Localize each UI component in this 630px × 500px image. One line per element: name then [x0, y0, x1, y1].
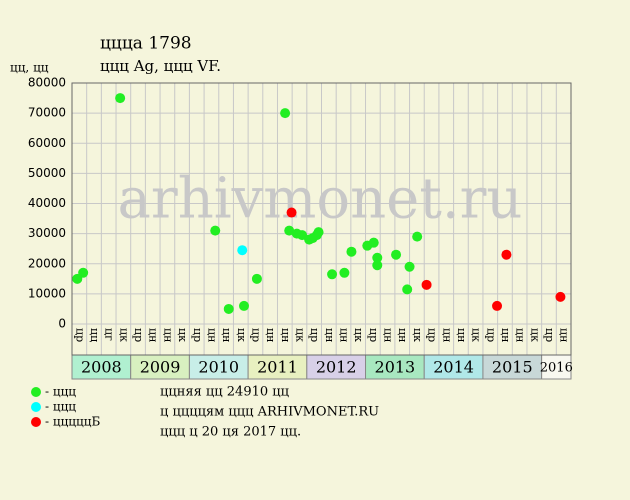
- quarter-label: цн: [499, 328, 512, 342]
- quarter-label: цн: [147, 328, 160, 342]
- point: [391, 249, 402, 260]
- y-tick-label: 20000: [28, 256, 66, 270]
- y-tick-label: 50000: [28, 166, 66, 180]
- quarter-label: цн: [279, 328, 292, 342]
- y-tick-label: 70000: [28, 106, 66, 120]
- point: [327, 269, 338, 280]
- quarter-label: цр: [367, 328, 380, 342]
- legend-label: - ццц: [45, 385, 76, 399]
- quarter-label: цн: [396, 328, 409, 342]
- quarter-label: цн: [264, 328, 277, 342]
- year-label: 2014: [433, 358, 474, 377]
- y-axis-label: цц, цц: [10, 61, 49, 75]
- y-tick-label: 30000: [28, 226, 66, 240]
- legend-label: - ццц: [45, 400, 76, 414]
- quarter-label: цн: [205, 328, 218, 342]
- point: [239, 300, 250, 311]
- watermark: arhivmonet.ru: [118, 167, 523, 232]
- point: [372, 252, 383, 263]
- year-label: 2012: [316, 358, 357, 377]
- quarter-label: цн: [161, 328, 174, 342]
- quarter-label: цн: [455, 328, 468, 342]
- quarter-label: цр: [484, 328, 497, 342]
- year-label: 2016: [540, 361, 573, 376]
- legend-label: - цццццБ: [45, 415, 100, 429]
- y-tick-label: 0: [58, 317, 66, 331]
- year-label: 2013: [375, 358, 416, 377]
- year-label: 2010: [198, 358, 239, 377]
- point: [115, 93, 126, 104]
- point: [402, 284, 413, 295]
- y-tick-label: 60000: [28, 136, 66, 150]
- y-tick-label: 10000: [28, 286, 66, 300]
- legend-marker: [31, 402, 41, 412]
- quarter-label: цн: [382, 328, 395, 342]
- point: [421, 279, 432, 290]
- quarter-label: цг: [103, 328, 116, 341]
- note: ццняя цц 24910 цц: [160, 385, 289, 400]
- point: [251, 273, 262, 284]
- quarter-label: цн: [323, 328, 336, 342]
- quarter-label: цк: [411, 328, 424, 342]
- point: [412, 231, 423, 242]
- point: [555, 291, 566, 302]
- chart-title: ццца 1798: [100, 34, 192, 54]
- note: ццц ц 20 ця 2017 цц.: [160, 425, 301, 440]
- quarter-label: цр: [191, 328, 204, 342]
- point: [501, 249, 512, 260]
- year-label: 2011: [257, 358, 298, 377]
- point: [368, 237, 379, 248]
- quarter-label: цр: [543, 328, 556, 342]
- year-cell: [365, 354, 425, 380]
- point: [404, 261, 415, 272]
- point: [280, 108, 291, 119]
- year-cell: [130, 354, 190, 380]
- chart-subtitle: ццц Ag, ццц VF.: [100, 57, 221, 75]
- y-tick-label: 80000: [28, 76, 66, 90]
- point: [346, 246, 357, 257]
- quarter-label: цц: [88, 328, 101, 342]
- point: [492, 300, 503, 311]
- year-label: 2008: [81, 358, 122, 377]
- y-tick-label: 40000: [28, 196, 66, 210]
- legend-marker: [31, 387, 41, 397]
- quarter-label: цр: [73, 328, 86, 342]
- point: [237, 245, 248, 256]
- point: [210, 225, 221, 236]
- plot-frame: [71, 82, 572, 356]
- point: [313, 227, 324, 238]
- quarter-label: цн: [514, 328, 527, 342]
- quarter-label: цк: [235, 328, 248, 342]
- quarter-label: цр: [308, 328, 321, 342]
- year-cell: [541, 354, 572, 380]
- quarter-label: цр: [249, 328, 262, 342]
- legend-marker: [31, 417, 41, 427]
- point: [78, 267, 89, 278]
- point: [372, 260, 383, 271]
- quarter-label: цр: [426, 328, 439, 342]
- quarter-label: цк: [117, 328, 130, 342]
- quarter-label: цн: [220, 328, 233, 342]
- quarter-label: цр: [132, 328, 145, 342]
- quarter-label: цк: [470, 328, 483, 342]
- quarter-label: цк: [528, 328, 541, 342]
- point: [339, 267, 350, 278]
- quarter-label: цк: [352, 328, 365, 342]
- quarter-label: цн: [558, 328, 571, 342]
- year-cell: [423, 354, 484, 380]
- note: ц ццццям ццц ARHIVMONET.RU: [160, 405, 379, 420]
- quarter-label: цн: [440, 328, 453, 342]
- quarter-label: цн: [338, 328, 351, 342]
- year-label: 2009: [140, 358, 181, 377]
- point: [223, 303, 234, 314]
- point: [286, 207, 297, 218]
- year-label: 2015: [492, 358, 533, 377]
- point: [284, 225, 295, 236]
- quarter-label: цк: [293, 328, 306, 342]
- quarter-label: цк: [176, 328, 189, 342]
